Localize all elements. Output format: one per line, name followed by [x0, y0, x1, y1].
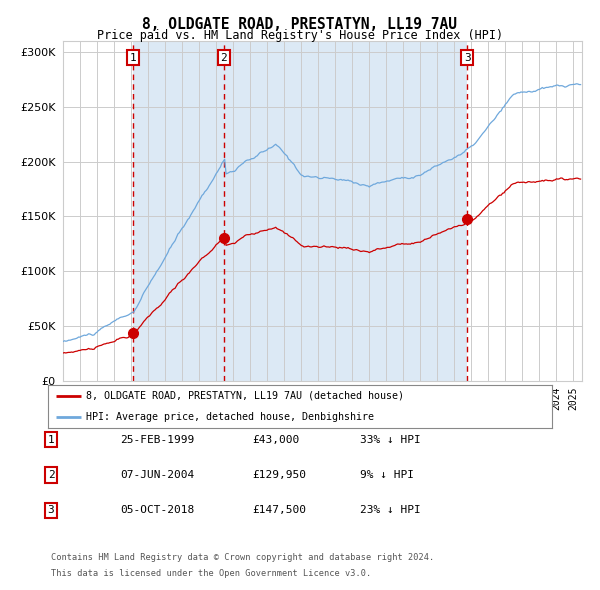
Text: Price paid vs. HM Land Registry's House Price Index (HPI): Price paid vs. HM Land Registry's House … — [97, 30, 503, 42]
Text: 8, OLDGATE ROAD, PRESTATYN, LL19 7AU: 8, OLDGATE ROAD, PRESTATYN, LL19 7AU — [143, 17, 458, 31]
Text: £43,000: £43,000 — [252, 435, 299, 444]
Text: £129,950: £129,950 — [252, 470, 306, 480]
Text: Contains HM Land Registry data © Crown copyright and database right 2024.: Contains HM Land Registry data © Crown c… — [51, 553, 434, 562]
Text: 2: 2 — [220, 53, 227, 63]
Text: 3: 3 — [47, 506, 55, 515]
Text: 2: 2 — [47, 470, 55, 480]
Text: 8, OLDGATE ROAD, PRESTATYN, LL19 7AU (detached house): 8, OLDGATE ROAD, PRESTATYN, LL19 7AU (de… — [86, 391, 404, 401]
Bar — [224, 41, 467, 381]
Text: This data is licensed under the Open Government Licence v3.0.: This data is licensed under the Open Gov… — [51, 569, 371, 578]
Text: 9% ↓ HPI: 9% ↓ HPI — [360, 470, 414, 480]
Text: 1: 1 — [130, 53, 136, 63]
Text: HPI: Average price, detached house, Denbighshire: HPI: Average price, detached house, Denb… — [86, 412, 374, 422]
Text: 05-OCT-2018: 05-OCT-2018 — [120, 506, 194, 515]
Text: 33% ↓ HPI: 33% ↓ HPI — [360, 435, 421, 444]
Text: £147,500: £147,500 — [252, 506, 306, 515]
Text: 23% ↓ HPI: 23% ↓ HPI — [360, 506, 421, 515]
Text: 25-FEB-1999: 25-FEB-1999 — [120, 435, 194, 444]
Text: 1: 1 — [47, 435, 55, 444]
Text: 07-JUN-2004: 07-JUN-2004 — [120, 470, 194, 480]
Bar — [133, 41, 224, 381]
Text: 3: 3 — [464, 53, 470, 63]
